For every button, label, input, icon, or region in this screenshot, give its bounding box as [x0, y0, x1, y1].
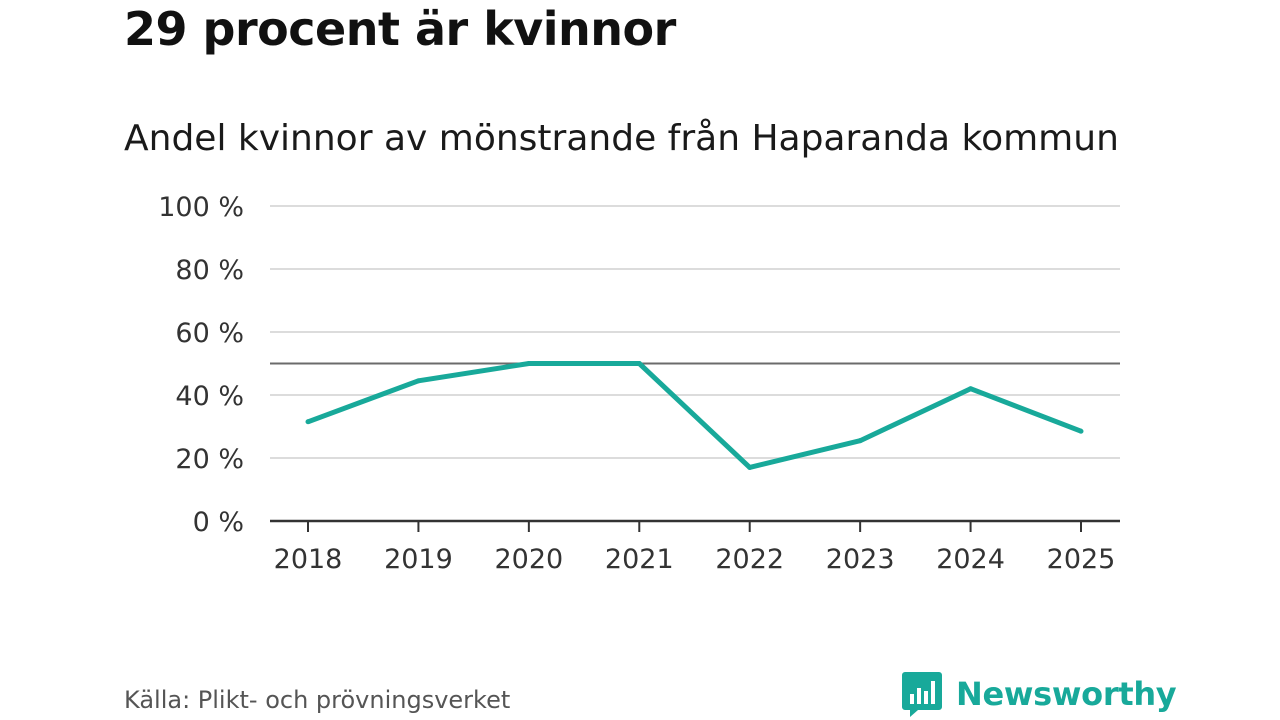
series-line — [307, 361, 1082, 470]
x-tick-label: 2021 — [605, 544, 674, 575]
data-point — [968, 386, 974, 392]
data-point — [1078, 428, 1084, 434]
y-tick-label: 80 % — [175, 255, 244, 286]
brand-logo-group: Newsworthy — [902, 670, 1177, 718]
chart-title: 29 procent är kvinnor — [124, 2, 676, 56]
y-tick-label: 20 % — [175, 444, 244, 475]
y-tick-label: 40 % — [175, 381, 244, 412]
x-tick-label: 2023 — [826, 544, 895, 575]
y-tick-label: 60 % — [175, 318, 244, 349]
x-tick-label: 2022 — [715, 544, 784, 575]
x-tick-label: 2024 — [936, 544, 1005, 575]
x-tick-label: 2025 — [1047, 544, 1116, 575]
bar-chart-speech-bubble-icon — [902, 672, 942, 717]
gridlines — [270, 205, 1120, 459]
x-tick-label: 2019 — [384, 544, 453, 575]
brand-name: Newsworthy — [956, 675, 1177, 713]
data-point — [305, 419, 311, 425]
source-note: Källa: Plikt- och prövningsverket — [124, 686, 511, 714]
data-point — [415, 378, 421, 384]
y-tick-label: 0 % — [193, 507, 244, 538]
data-point — [636, 361, 642, 366]
data-point — [857, 438, 863, 444]
data-point — [526, 361, 532, 366]
x-tick-label: 2018 — [274, 544, 343, 575]
y-tick-label: 100 % — [158, 192, 244, 223]
tick-labels: 0 % 20 % 40 % 60 % 80 % 100 % 2018 2019 2020 2021… — [158, 192, 1115, 575]
x-tick-label: 2020 — [494, 544, 563, 575]
series-group — [305, 361, 1084, 470]
chart-subtitle: Andel kvinnor av mönstrande från Haparan… — [124, 118, 1119, 159]
data-point — [747, 464, 753, 470]
axes — [270, 519, 1120, 532]
